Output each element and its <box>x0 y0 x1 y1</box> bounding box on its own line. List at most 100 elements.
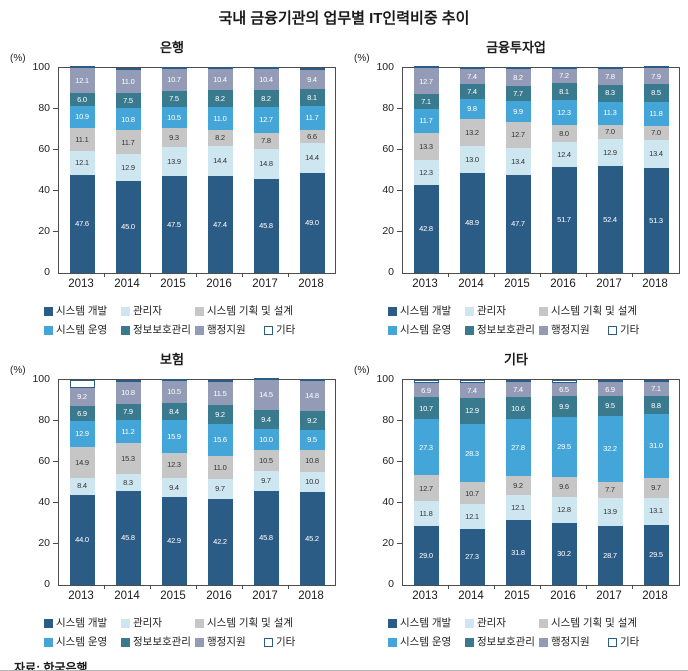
legend-swatch <box>264 637 273 647</box>
legend-swatch <box>195 618 204 628</box>
bar-value-label: 6.9 <box>421 385 431 395</box>
bar-value-label: 10.7 <box>465 488 479 498</box>
x-tick-label: 2018 <box>298 278 324 290</box>
bar-value-label: 7.1 <box>421 96 431 106</box>
bar-segment: 12.1 <box>505 495 531 520</box>
bar-segment: 10.4 <box>253 68 279 90</box>
bar-value-label: 7.5 <box>123 95 133 105</box>
bar-value-label: 45.8 <box>121 533 135 543</box>
bar-segment: 8.2 <box>253 89 279 107</box>
bar-value-label: 8.2 <box>215 93 225 103</box>
legend-swatch <box>608 325 617 335</box>
bar-value-label: 8.1 <box>559 86 569 96</box>
bar-segment: 45.8 <box>253 179 279 273</box>
x-tick-label: 2018 <box>642 278 668 290</box>
bar-segment: 6.5 <box>551 383 577 397</box>
bar-segment: 11.8 <box>643 101 669 127</box>
x-tick-label: 2014 <box>114 590 140 602</box>
bar-segment: 8.5 <box>643 84 669 102</box>
bar-segment: 42.9 <box>161 497 187 585</box>
x-tick-label: 2015 <box>504 278 530 290</box>
y-axis-unit-label: (%) <box>354 365 370 376</box>
bar-group: 49.0 14.4 6.6 11.7 8.1 9.4 <box>289 67 335 273</box>
bar-segment: 10.7 <box>161 69 187 92</box>
y-tick-mark <box>53 190 58 191</box>
legend-item: 관리자 <box>465 615 539 630</box>
legend-item: 시스템 개발 <box>388 615 465 630</box>
x-tick-label: 2014 <box>458 278 484 290</box>
bar-value-label: 10.9 <box>75 111 89 121</box>
legend-swatch <box>388 637 397 647</box>
bar-value-label: 27.3 <box>419 442 433 452</box>
bar-segment: 10.7 <box>459 482 485 505</box>
bar-segment <box>207 66 233 69</box>
bar-value-label: 9.7 <box>215 483 225 493</box>
x-tick-label: 2016 <box>550 278 576 290</box>
bar-segment: 12.3 <box>551 100 577 126</box>
bar-value-label: 7.4 <box>467 385 477 395</box>
legend-label: 관리자 <box>477 617 506 629</box>
x-tick-mark <box>104 273 105 277</box>
bar-segment: 11.3 <box>597 101 623 125</box>
bar-value-label: 9.2 <box>307 416 317 426</box>
bar-group: 44.0 8.4 14.9 12.9 6.9 9.2 <box>59 380 105 585</box>
bar-value-label: 7.2 <box>559 71 569 81</box>
y-tick-mark <box>397 231 402 232</box>
bar-segment: 10.9 <box>69 105 95 128</box>
bar-segment: 11.5 <box>207 381 233 406</box>
bar-segment <box>253 66 279 69</box>
bar-segment <box>299 379 325 382</box>
y-tick-mark <box>53 420 58 421</box>
y-tick-mark <box>53 543 58 544</box>
y-tick-label: 0 <box>388 578 394 590</box>
bar-segment: 27.3 <box>459 529 485 585</box>
bar-segment: 47.5 <box>161 175 187 273</box>
chart-panel-insurance: 보험 (%) 44.0 8.4 14.9 12.9 6.9 9.2 45.8 8.3 15.3 1… <box>0 341 344 653</box>
bar-segment: 10.0 <box>253 429 279 450</box>
bar-segment: 7.2 <box>551 68 577 84</box>
bar-segment <box>413 380 439 384</box>
bar-segment <box>299 67 325 70</box>
x-tick-mark <box>448 585 449 589</box>
bar-segment <box>505 66 531 69</box>
x-tick-label: 2014 <box>458 590 484 602</box>
bar-segment: 10.4 <box>207 68 233 91</box>
bar-value-label: 9.6 <box>559 482 569 492</box>
x-tick-label: 2016 <box>206 590 232 602</box>
legend-item: 정보보호관리 <box>465 634 539 649</box>
plot-area: 42.8 12.3 13.3 11.7 7.1 12.7 48.9 13.0 13.2 9.8 7.… <box>402 66 680 274</box>
bar-value-label: 29.5 <box>649 550 663 560</box>
legend: 시스템 개발 관리자 시스템 기획 및 설계 시스템 운영 정보보호관리 행정지원 기타 <box>388 303 688 337</box>
x-tick-mark <box>632 273 633 277</box>
bar-segment: 11.8 <box>413 501 439 526</box>
stacked-bar: 51.7 12.4 8.0 12.3 8.1 7.2 <box>551 66 577 273</box>
bar-segment: 13.4 <box>643 140 669 168</box>
bar-segment: 9.7 <box>207 478 233 499</box>
bar-segment: 14.5 <box>253 380 279 410</box>
y-tick-label: 100 <box>32 61 50 73</box>
bar-value-label: 12.1 <box>465 511 479 521</box>
stacked-bar: 49.0 14.4 6.6 11.7 8.1 9.4 <box>299 67 325 273</box>
bar-segment: 42.8 <box>413 185 439 273</box>
bar-segment: 6.9 <box>597 382 623 397</box>
bar-value-label: 6.0 <box>77 94 87 104</box>
bar-value-label: 13.9 <box>603 507 617 517</box>
x-tick-mark <box>632 585 633 589</box>
bar-segment <box>161 67 187 70</box>
bar-segment: 12.7 <box>505 121 531 148</box>
bar-value-label: 12.7 <box>419 76 433 86</box>
legend-label: 시스템 기획 및 설계 <box>551 617 638 629</box>
bar-value-label: 9.7 <box>651 483 661 492</box>
bar-value-label: 7.7 <box>605 485 615 495</box>
x-tick-label: 2017 <box>596 590 622 602</box>
bar-value-label: 13.1 <box>649 506 663 516</box>
chart-financial-investment: (%) 42.8 12.3 13.3 11.7 7.1 12.7 48.9 13.0 13.2 9… <box>344 51 688 297</box>
legend-swatch <box>44 637 53 647</box>
bar-value-label: 7.4 <box>467 86 477 96</box>
bar-value-label: 42.2 <box>213 537 227 546</box>
legend-swatch <box>195 306 204 316</box>
y-tick-label: 80 <box>38 102 50 114</box>
x-tick-label: 2014 <box>114 278 140 290</box>
legend-label: 행정지원 <box>207 324 246 336</box>
legend-swatch <box>195 325 204 335</box>
